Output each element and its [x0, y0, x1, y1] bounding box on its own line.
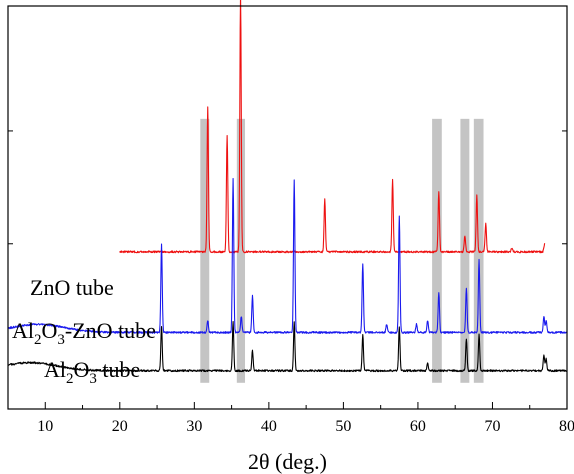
series-label-text: tube [97, 357, 140, 382]
series-label-text: Al [12, 318, 34, 343]
x-tick-label: 20 [112, 418, 128, 435]
series-lines [7, 0, 568, 373]
x-tick-label: 70 [484, 418, 500, 435]
plot-frame [7, 5, 568, 410]
series-label-subscript: 2 [34, 332, 42, 348]
series-line-1 [119, 0, 546, 254]
highlight-band-2 [236, 118, 246, 383]
highlight-band-4 [460, 118, 470, 383]
series-label-subscript: 3 [89, 371, 97, 387]
series-label-text: Al [44, 357, 66, 382]
series-line-3 [7, 320, 568, 373]
x-tick-label: 60 [410, 418, 426, 435]
x-axis-title: 2θ (deg.) [248, 449, 327, 474]
x-tick-label: 80 [559, 418, 574, 435]
series-label-1: ZnO tube [30, 275, 114, 300]
series-label-subscript: 2 [66, 371, 74, 387]
series-line-2 [7, 177, 568, 334]
series-label-subscript: 3 [57, 332, 65, 348]
x-tick-label: 30 [186, 418, 202, 435]
series-label-text: O [74, 357, 90, 382]
series-label-3: Al2O3 tube [44, 357, 140, 387]
series-label-text: ZnO tube [30, 275, 114, 300]
series-label-text: O [42, 318, 58, 343]
x-tick-label: 50 [335, 418, 351, 435]
x-tick-label: 40 [261, 418, 277, 435]
x-axis-ticks: 10 20 30 40 50 60 70 80 [7, 130, 574, 435]
series-label-2: Al2O3-ZnO tube [12, 318, 156, 348]
series-label-text: -ZnO tube [65, 318, 156, 343]
x-tick-label: 10 [37, 418, 53, 435]
